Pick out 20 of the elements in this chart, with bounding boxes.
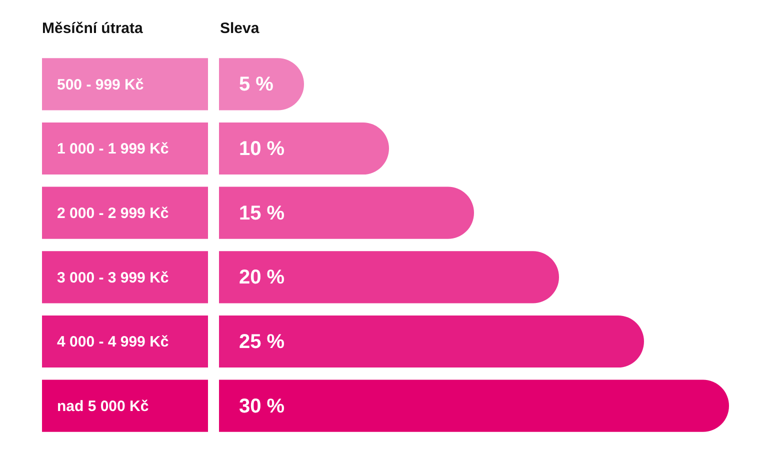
bar — [219, 122, 389, 175]
y-tick-label: 2 000 - 2 999 Kč — [57, 204, 169, 222]
bar — [219, 186, 474, 239]
data-label: 5 % — [239, 74, 274, 96]
bar — [219, 380, 729, 432]
bar — [219, 251, 559, 304]
bar — [219, 315, 644, 368]
data-label: 15 % — [239, 202, 285, 224]
y-tick-label: 3 000 - 3 999 Kč — [57, 269, 169, 286]
y-tick-label: 4 000 - 4 999 Kč — [57, 334, 169, 351]
y-tick-label: 500 - 999 Kč — [57, 76, 144, 94]
data-label: 20 % — [239, 266, 285, 289]
y-tick-label: 1 000 - 1 999 Kč — [57, 140, 169, 158]
data-label: 30 % — [239, 395, 285, 418]
data-label: 10 % — [239, 138, 285, 160]
y-axis-title: Měsíční útrata — [42, 20, 144, 38]
y-tick-label: nad 5 000 Kč — [57, 398, 149, 415]
bar — [219, 58, 304, 110]
x-axis-title: Sleva — [220, 20, 260, 38]
data-label: 25 % — [239, 331, 285, 354]
